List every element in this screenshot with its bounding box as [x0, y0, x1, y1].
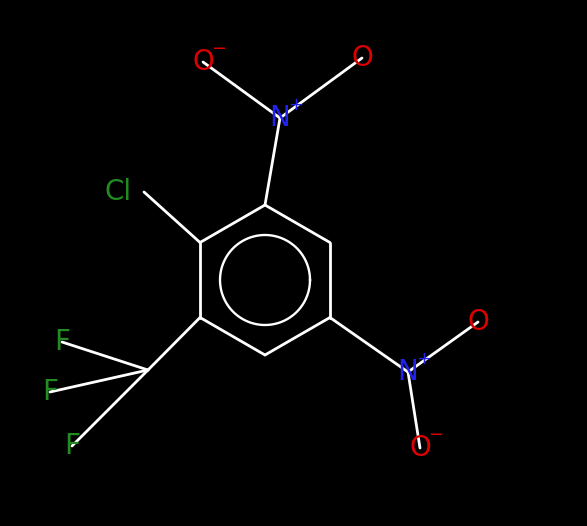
Text: F: F: [54, 328, 70, 356]
Text: F: F: [42, 378, 58, 406]
Text: O: O: [351, 44, 373, 72]
Text: +: +: [288, 96, 303, 114]
Text: −: −: [429, 426, 444, 444]
Text: O: O: [409, 434, 431, 462]
Text: N: N: [269, 104, 291, 132]
Text: +: +: [417, 350, 431, 368]
Text: O: O: [192, 48, 214, 76]
Text: F: F: [64, 432, 80, 460]
Text: N: N: [397, 358, 419, 386]
Text: −: −: [211, 40, 227, 58]
Text: O: O: [467, 308, 489, 336]
Text: Cl: Cl: [104, 178, 131, 206]
